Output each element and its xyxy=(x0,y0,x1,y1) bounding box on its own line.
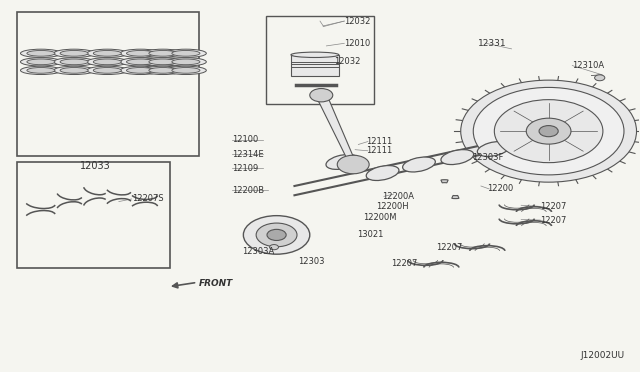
Ellipse shape xyxy=(93,59,122,65)
Ellipse shape xyxy=(54,49,95,57)
Circle shape xyxy=(243,216,310,254)
Ellipse shape xyxy=(149,67,177,73)
Ellipse shape xyxy=(403,157,435,172)
Text: 12111: 12111 xyxy=(366,146,392,155)
Ellipse shape xyxy=(172,67,200,73)
Text: 12200B: 12200B xyxy=(232,186,264,195)
Ellipse shape xyxy=(27,59,55,65)
Text: J12002UU: J12002UU xyxy=(580,351,625,360)
Text: FRONT: FRONT xyxy=(198,279,233,288)
Ellipse shape xyxy=(127,59,155,65)
Text: 12303A: 12303A xyxy=(242,247,275,256)
Ellipse shape xyxy=(291,52,339,58)
Bar xyxy=(291,55,339,76)
Ellipse shape xyxy=(149,51,177,56)
Ellipse shape xyxy=(172,51,200,56)
Circle shape xyxy=(595,75,605,81)
Ellipse shape xyxy=(120,49,161,57)
Ellipse shape xyxy=(366,166,399,180)
Text: 12207: 12207 xyxy=(392,259,418,267)
Ellipse shape xyxy=(127,67,155,73)
Ellipse shape xyxy=(441,150,474,164)
Bar xyxy=(266,16,374,105)
Ellipse shape xyxy=(60,51,88,56)
Text: 12100: 12100 xyxy=(232,135,258,144)
Ellipse shape xyxy=(127,51,155,56)
Text: 12032: 12032 xyxy=(334,57,360,66)
Ellipse shape xyxy=(20,66,61,74)
Ellipse shape xyxy=(120,66,161,74)
Circle shape xyxy=(269,244,278,250)
Text: 12310A: 12310A xyxy=(572,61,604,70)
Ellipse shape xyxy=(143,58,183,66)
Ellipse shape xyxy=(27,67,55,73)
Circle shape xyxy=(337,155,369,174)
Text: 12200A: 12200A xyxy=(383,192,415,201)
Ellipse shape xyxy=(87,66,128,74)
Bar xyxy=(17,162,170,267)
Ellipse shape xyxy=(93,67,122,73)
Text: 12200: 12200 xyxy=(487,185,513,193)
Ellipse shape xyxy=(326,154,359,169)
Ellipse shape xyxy=(172,59,200,65)
Ellipse shape xyxy=(143,66,183,74)
Ellipse shape xyxy=(54,66,95,74)
Wedge shape xyxy=(452,195,459,199)
Ellipse shape xyxy=(477,141,510,156)
Circle shape xyxy=(267,230,286,240)
Ellipse shape xyxy=(20,58,61,66)
Text: 12207: 12207 xyxy=(436,243,463,251)
Circle shape xyxy=(473,87,624,175)
Ellipse shape xyxy=(60,67,88,73)
Ellipse shape xyxy=(87,58,128,66)
Ellipse shape xyxy=(166,66,206,74)
Ellipse shape xyxy=(20,49,61,57)
Text: 12207: 12207 xyxy=(540,202,566,211)
Text: 12207: 12207 xyxy=(540,216,566,225)
Text: 12303: 12303 xyxy=(298,257,324,266)
Circle shape xyxy=(526,118,571,144)
Circle shape xyxy=(539,126,558,137)
Text: 12331: 12331 xyxy=(478,39,507,48)
Ellipse shape xyxy=(54,58,95,66)
Text: 13021: 13021 xyxy=(357,230,383,240)
Circle shape xyxy=(494,100,603,163)
Bar xyxy=(17,12,198,156)
Text: 12200H: 12200H xyxy=(376,202,409,211)
Ellipse shape xyxy=(149,59,177,65)
Text: 12314E: 12314E xyxy=(232,150,264,159)
Text: 12207S: 12207S xyxy=(132,195,163,203)
Ellipse shape xyxy=(87,49,128,57)
Polygon shape xyxy=(316,95,356,164)
Text: 12109: 12109 xyxy=(232,164,258,173)
Ellipse shape xyxy=(60,59,88,65)
Ellipse shape xyxy=(143,49,183,57)
Ellipse shape xyxy=(93,51,122,56)
Text: 12033: 12033 xyxy=(80,161,111,171)
Circle shape xyxy=(461,80,637,182)
Ellipse shape xyxy=(166,49,206,57)
Text: 12200M: 12200M xyxy=(364,213,397,222)
Circle shape xyxy=(310,89,333,102)
Wedge shape xyxy=(441,180,448,183)
Text: 12010: 12010 xyxy=(344,39,371,48)
Ellipse shape xyxy=(27,51,55,56)
Circle shape xyxy=(256,223,297,247)
Ellipse shape xyxy=(120,58,161,66)
Text: 12032: 12032 xyxy=(344,17,371,26)
Text: 12303F: 12303F xyxy=(472,153,504,161)
Text: 12111: 12111 xyxy=(366,137,392,146)
Ellipse shape xyxy=(166,58,206,66)
